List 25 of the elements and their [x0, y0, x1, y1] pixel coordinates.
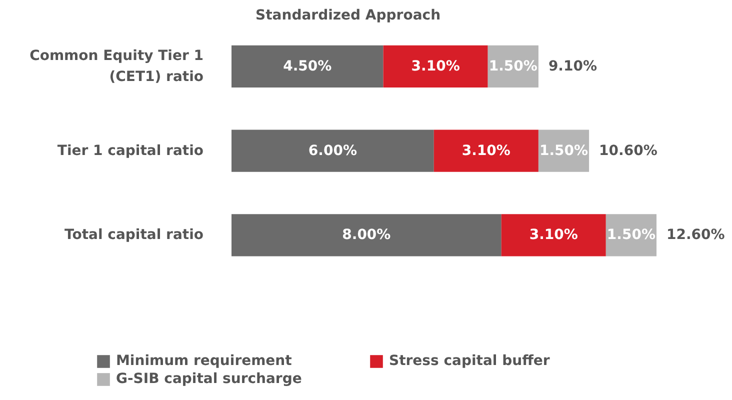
bar	[434, 130, 538, 172]
legend-label: Stress capital buffer	[389, 353, 551, 369]
bar	[232, 130, 434, 172]
bar	[501, 214, 606, 256]
legend-label: G-SIB capital surcharge	[116, 371, 303, 387]
data-label: 3.10%	[411, 58, 460, 74]
bar	[383, 45, 488, 88]
bar	[232, 214, 502, 256]
y-tick-label: Tier 1 capital ratio	[57, 142, 204, 159]
data-label: 8.00%	[342, 227, 391, 244]
data-label: 1.50%	[488, 58, 538, 74]
data-label: 1.50%	[539, 142, 588, 159]
data-label: 6.00%	[308, 142, 357, 159]
bar	[232, 45, 384, 88]
legend-label: Minimum requirement	[116, 353, 293, 369]
y-tick-label: Common Equity Tier 1 (CET1) ratio	[30, 48, 204, 85]
y-tick-label: Total capital ratio	[64, 227, 204, 244]
data-label: 3.10%	[529, 227, 578, 244]
data-label: 4.50%	[283, 58, 332, 74]
total-label: 12.60%	[666, 227, 725, 244]
data-label: 1.50%	[606, 227, 656, 244]
data-label: 3.10%	[462, 142, 510, 159]
chart-title: Standardized Approach	[256, 8, 441, 24]
total-label: 9.10%	[548, 58, 598, 74]
total-label: 10.60%	[599, 142, 658, 159]
